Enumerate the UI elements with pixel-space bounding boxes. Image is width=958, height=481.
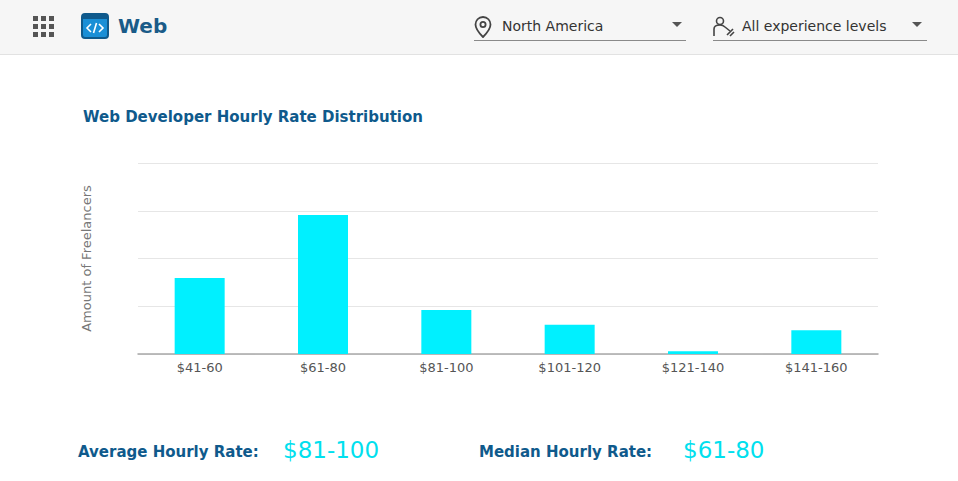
html-text:North America: North America <box>502 18 604 34</box>
html-text:$81-100: $81-100 <box>283 437 380 463</box>
svg-text:$61-80: $61-80 <box>300 360 346 375</box>
svg-text:Amount of Freelancers: Amount of Freelancers <box>79 185 94 332</box>
html-text:Average Hourly Rate:: Average Hourly Rate: <box>78 443 259 461</box>
svg-text:$81-100: $81-100 <box>419 360 473 375</box>
svg-text:$101-120: $101-120 <box>538 360 601 375</box>
svg-text:$121-140: $121-140 <box>662 360 725 375</box>
html-text:$61-80: $61-80 <box>683 437 765 463</box>
html-text:All experience levels: All experience levels <box>742 18 887 34</box>
svg-text:$41-60: $41-60 <box>177 360 223 375</box>
html-text:Web: Web <box>118 14 168 38</box>
svg-text:Web Developer Hourly Rate Dist: Web Developer Hourly Rate Distribution <box>83 108 423 126</box>
svg-text:$141-160: $141-160 <box>785 360 848 375</box>
html-text:Median Hourly Rate:: Median Hourly Rate: <box>479 443 653 461</box>
